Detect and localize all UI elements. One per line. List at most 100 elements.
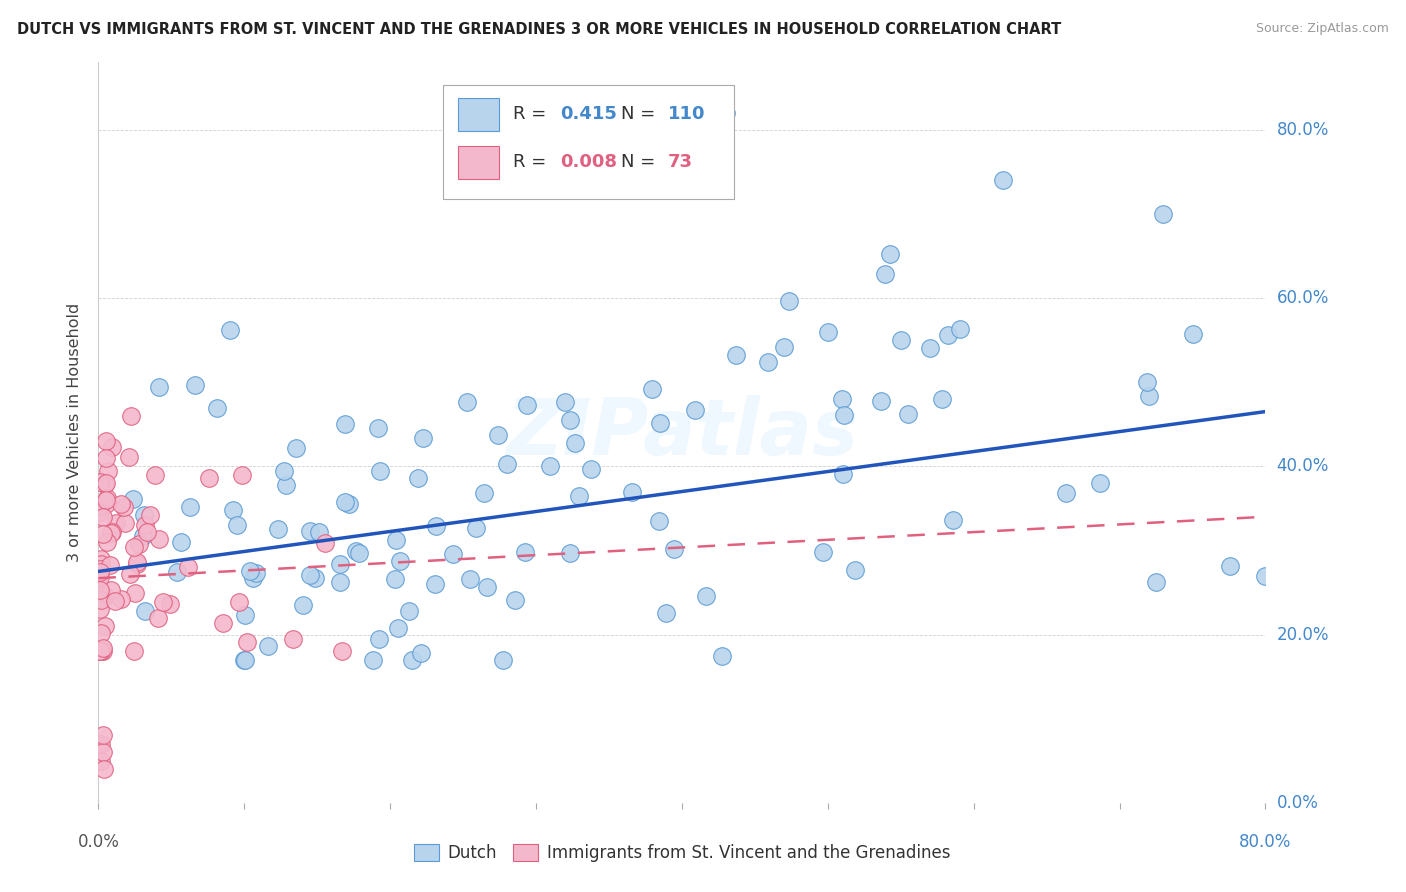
Point: [128, 536, 150, 550]
Point: [411, 646, 433, 660]
Point: [114, 516, 136, 530]
Point: [273, 465, 295, 479]
Point: [778, 293, 800, 308]
Point: [96, 497, 118, 511]
Point: [1152, 207, 1174, 221]
Point: [560, 546, 582, 560]
Text: R =: R =: [513, 105, 551, 123]
Legend: Dutch, Immigrants from St. Vincent and the Grenadines: Dutch, Immigrants from St. Vincent and t…: [408, 837, 956, 869]
Point: [134, 517, 156, 532]
Point: [125, 558, 148, 572]
Point: [304, 571, 326, 585]
Point: [724, 348, 747, 362]
Point: [384, 573, 406, 587]
Point: [554, 395, 576, 409]
Point: [122, 492, 145, 507]
Point: [1254, 568, 1277, 582]
Point: [387, 621, 409, 635]
Point: [991, 173, 1014, 187]
Point: [184, 377, 207, 392]
Point: [212, 615, 235, 630]
Point: [683, 403, 706, 417]
Point: [401, 653, 423, 667]
Point: [423, 577, 446, 591]
Point: [942, 513, 965, 527]
Point: [640, 383, 662, 397]
Point: [228, 595, 250, 609]
Point: [875, 267, 897, 281]
Point: [90, 552, 112, 566]
Point: [513, 545, 536, 559]
Y-axis label: 3 or more Vehicles in Household: 3 or more Vehicles in Household: [67, 303, 83, 562]
Point: [1054, 486, 1077, 500]
Point: [233, 653, 256, 667]
Point: [91, 509, 114, 524]
Point: [148, 380, 170, 394]
Point: [298, 524, 321, 539]
Point: [205, 401, 228, 416]
Point: [233, 607, 256, 622]
Point: [256, 639, 278, 653]
Point: [242, 571, 264, 585]
Point: [89, 570, 111, 584]
Point: [621, 485, 644, 500]
Point: [367, 421, 389, 435]
Point: [100, 526, 122, 541]
Point: [1181, 326, 1204, 341]
Point: [118, 566, 141, 581]
Point: [832, 408, 855, 422]
Point: [118, 450, 141, 464]
Point: [105, 516, 128, 531]
Point: [148, 533, 170, 547]
Point: [110, 497, 132, 511]
Point: [314, 536, 336, 550]
Point: [90, 644, 112, 658]
Point: [134, 605, 156, 619]
Point: [918, 342, 941, 356]
Point: [579, 461, 602, 475]
Point: [475, 581, 498, 595]
Point: [94, 476, 117, 491]
Point: [98, 558, 121, 572]
Point: [120, 409, 142, 423]
Point: [89, 475, 111, 489]
Text: N =: N =: [621, 105, 661, 123]
Point: [93, 762, 115, 776]
Point: [89, 561, 111, 575]
Point: [136, 524, 159, 539]
Point: [347, 545, 370, 559]
Point: [817, 325, 839, 339]
Point: [179, 500, 201, 515]
Point: [96, 491, 118, 506]
Point: [368, 464, 391, 478]
Point: [516, 398, 538, 412]
Point: [239, 564, 262, 578]
Point: [159, 597, 181, 611]
Point: [89, 601, 111, 615]
Point: [441, 547, 464, 561]
Text: Source: ZipAtlas.com: Source: ZipAtlas.com: [1256, 22, 1389, 36]
Point: [91, 640, 114, 655]
Point: [89, 499, 111, 513]
Point: [564, 436, 586, 450]
Point: [94, 477, 117, 491]
Point: [267, 523, 290, 537]
Text: ZIPatlas: ZIPatlas: [506, 394, 858, 471]
Point: [650, 416, 672, 430]
Point: [695, 589, 717, 603]
Point: [276, 478, 298, 492]
Point: [127, 556, 149, 570]
Point: [1144, 574, 1167, 589]
Point: [948, 322, 970, 336]
Point: [90, 754, 112, 768]
Point: [495, 457, 517, 471]
Point: [299, 568, 322, 582]
Point: [714, 106, 737, 120]
Point: [90, 557, 112, 571]
Point: [91, 729, 114, 743]
Point: [89, 644, 111, 658]
Text: 110: 110: [668, 105, 706, 123]
Text: 40.0%: 40.0%: [1277, 458, 1329, 475]
Point: [89, 566, 111, 580]
Text: 80.0%: 80.0%: [1277, 120, 1329, 139]
